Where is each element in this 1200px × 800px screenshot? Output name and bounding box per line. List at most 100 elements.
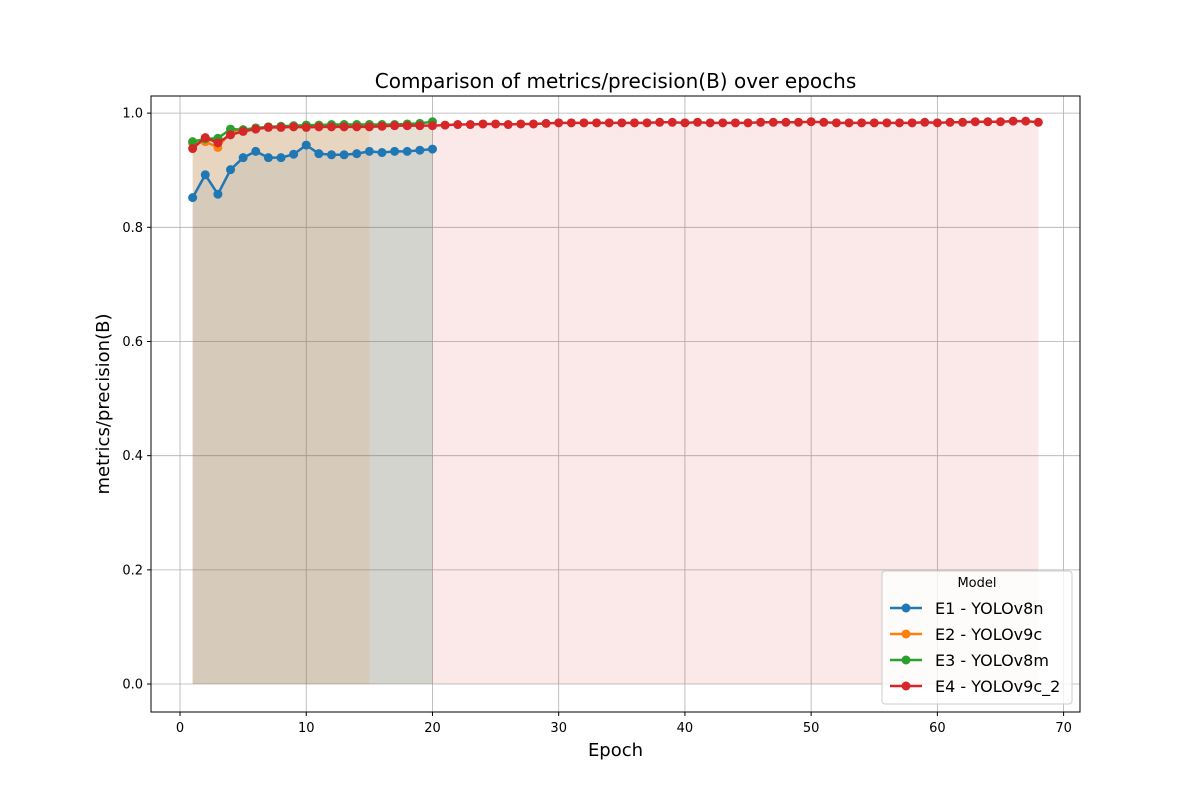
data-point <box>402 146 412 156</box>
data-point <box>390 146 400 156</box>
data-point <box>907 118 917 128</box>
legend-item: E2 - YOLOv9c <box>890 625 1042 644</box>
y-axis-title: metrics/precision(B) <box>93 313 114 494</box>
data-point <box>844 118 854 128</box>
data-point <box>794 117 804 127</box>
data-point <box>301 122 311 132</box>
data-point <box>352 122 362 132</box>
series-area <box>192 121 1039 685</box>
data-point <box>188 137 198 147</box>
legend-item: E3 - YOLOv8m <box>890 651 1049 670</box>
data-point <box>251 146 261 156</box>
data-point <box>528 119 538 129</box>
data-point <box>364 122 374 132</box>
data-point <box>680 118 690 128</box>
series <box>188 116 1043 154</box>
y-tick-label: 0.4 <box>122 449 143 464</box>
data-point <box>882 118 892 128</box>
series-fills <box>192 121 1039 685</box>
data-point <box>857 118 867 128</box>
legend-label: E2 - YOLOv9c <box>935 625 1042 644</box>
y-tick-label: 0.0 <box>122 678 143 693</box>
data-point <box>339 122 349 132</box>
data-point <box>705 118 715 128</box>
data-point <box>869 118 879 128</box>
data-point <box>238 126 248 136</box>
series-area <box>192 145 433 685</box>
data-point <box>314 122 324 132</box>
data-point <box>958 117 968 127</box>
data-point <box>655 117 665 127</box>
data-point <box>945 117 955 127</box>
axis-ticks: 0 10 20 30 40 50 60 70 0.0 0.2 0.4 0.6 0.8 1.0 <box>122 107 1072 736</box>
series-area <box>192 124 370 685</box>
x-tick-label: 30 <box>550 721 567 736</box>
data-point <box>932 118 942 128</box>
data-point <box>743 118 753 128</box>
y-tick-label: 0.8 <box>122 221 143 236</box>
data-point <box>289 122 299 132</box>
data-point <box>415 121 425 131</box>
legend-box <box>881 570 1073 705</box>
x-tick-label: 20 <box>424 721 441 736</box>
data-point <box>831 118 841 128</box>
data-point <box>276 153 286 163</box>
series <box>188 140 437 203</box>
plot-frame <box>150 95 1081 713</box>
data-point <box>465 120 475 130</box>
legend-swatch-marker <box>901 629 911 639</box>
data-point <box>364 146 374 156</box>
y-tick-label: 1.0 <box>122 107 143 122</box>
data-point <box>188 144 198 154</box>
legend-item: E1 - YOLOv8n <box>890 599 1043 618</box>
data-point <box>251 124 261 134</box>
legend-swatch-marker <box>901 655 911 665</box>
data-point <box>377 121 387 131</box>
data-point <box>453 120 463 130</box>
legend: Model E1 - YOLOv8n E2 - YOLOv9c E3 - YOLOv… <box>881 570 1073 705</box>
y-tick-label: 0.2 <box>122 563 143 578</box>
x-tick-label: 60 <box>929 721 946 736</box>
data-point <box>592 118 602 128</box>
data-point <box>730 118 740 128</box>
legend-items: E1 - YOLOv8n E2 - YOLOv9c E3 - YOLOv8m E4 -… <box>890 599 1060 697</box>
chart-title: Comparison of metrics/precision(B) over … <box>375 69 857 93</box>
legend-title: Model <box>957 576 996 591</box>
data-point <box>263 153 273 163</box>
data-point <box>693 117 703 127</box>
data-point <box>415 145 425 155</box>
data-point <box>440 120 450 130</box>
legend-label: E1 - YOLOv8n <box>935 599 1043 618</box>
data-point <box>352 149 362 159</box>
x-tick-label: 10 <box>298 721 315 736</box>
data-point <box>200 133 210 143</box>
grid <box>151 96 1080 712</box>
data-point <box>1008 116 1018 126</box>
data-point <box>1021 116 1031 126</box>
data-point <box>226 130 236 140</box>
data-point <box>427 121 437 131</box>
data-point <box>276 122 286 132</box>
data-point <box>339 150 349 160</box>
data-point <box>970 117 980 127</box>
legend-swatch-marker <box>901 681 911 691</box>
data-point <box>478 119 488 129</box>
data-point <box>427 144 437 154</box>
data-point <box>213 138 223 148</box>
data-point <box>983 117 993 127</box>
legend-item: E4 - YOLOv9c_2 <box>890 677 1060 697</box>
data-point <box>503 120 513 130</box>
data-point <box>756 117 766 127</box>
data-point <box>667 117 677 127</box>
legend-label: E4 - YOLOv9c_2 <box>935 677 1060 697</box>
data-point <box>718 118 728 128</box>
data-point <box>642 118 652 128</box>
series-lines <box>188 116 1043 203</box>
series-area <box>192 121 433 685</box>
data-point <box>238 153 248 163</box>
x-tick-label: 40 <box>677 721 694 736</box>
legend-swatch-marker <box>901 603 911 613</box>
data-point <box>326 150 336 160</box>
data-point <box>806 117 816 127</box>
